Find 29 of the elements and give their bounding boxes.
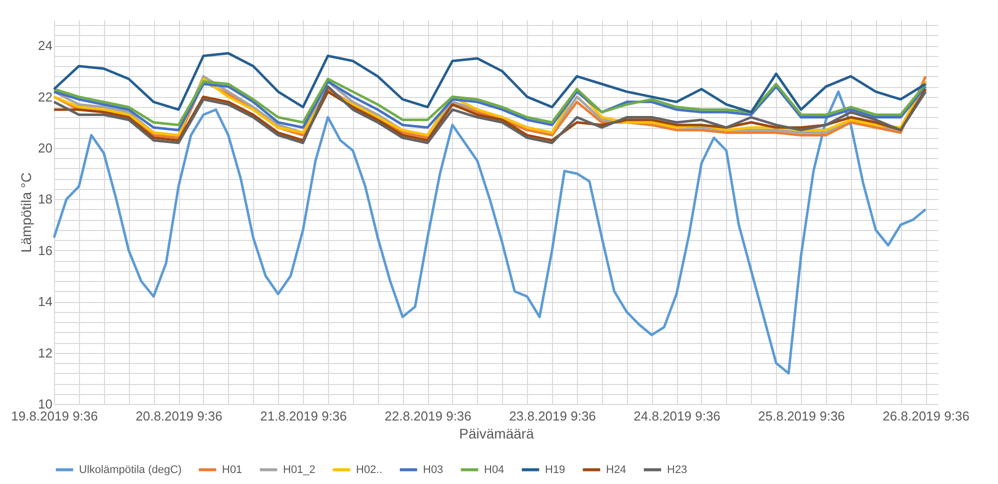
legend-label: H23 — [667, 464, 688, 476]
x-tick-label: 20.8.2019 9:36 — [136, 408, 222, 424]
legend-label: H03 — [423, 464, 444, 476]
x-axis-title: Päivämäärä — [459, 426, 534, 442]
x-tick-label: 21.8.2019 9:36 — [260, 408, 347, 424]
x-tick-label: 22.8.2019 9:36 — [384, 408, 472, 424]
y-axis-title: Lämpötila °C — [18, 172, 34, 253]
x-tick-label: 24.8.2019 9:36 — [634, 408, 720, 424]
y-tick-label: 16 — [38, 242, 52, 258]
x-tick-label: 23.8.2019 9:36 — [509, 408, 596, 424]
legend-label: H01_2 — [283, 464, 316, 476]
y-tick-label: 10 — [38, 396, 52, 412]
legend-label: H24 — [606, 464, 626, 476]
legend-label: Ulkolämpötila (degC) — [79, 464, 182, 476]
y-tick-label: 20 — [38, 140, 52, 156]
line-series — [52, 52, 927, 114]
y-tick-label: 18 — [38, 192, 52, 207]
x-tick-label: 19.8.2019 9:36 — [11, 408, 98, 424]
legend-label: H19 — [545, 464, 566, 476]
y-tick-label: 12 — [38, 345, 52, 360]
legend-label: H02.. — [356, 464, 382, 476]
legend-label: H01 — [222, 464, 242, 476]
y-tick-label: 24 — [38, 38, 52, 54]
line-series — [52, 90, 927, 375]
x-tick-label: 25.8.2019 9:36 — [758, 408, 845, 424]
y-tick-label: 14 — [38, 294, 52, 310]
x-tick-label: 26.8.2019 9:36 — [882, 408, 970, 424]
y-tick-label: 22 — [38, 89, 52, 104]
legend-label: H04 — [484, 464, 504, 476]
